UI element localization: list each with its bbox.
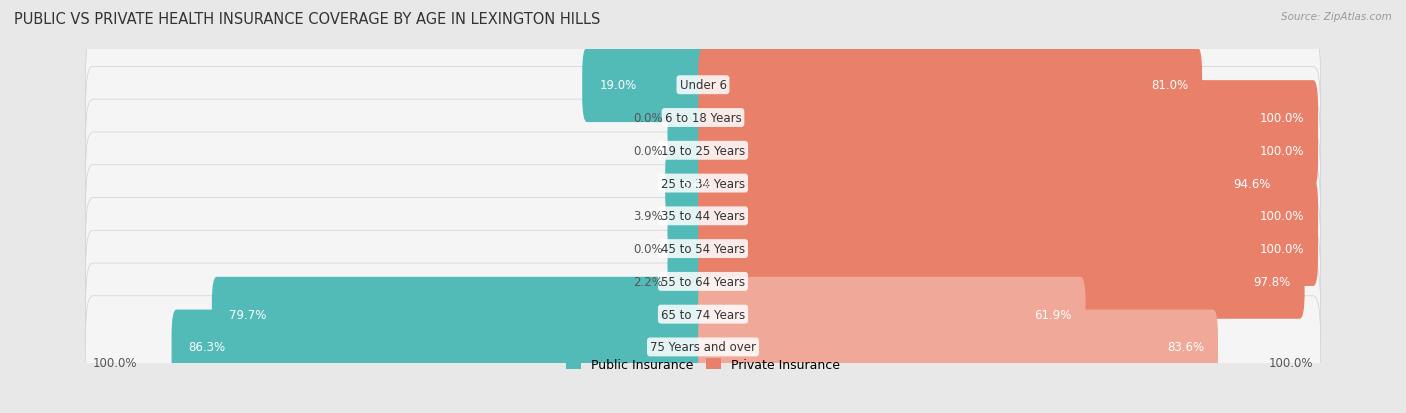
Legend: Public Insurance, Private Insurance: Public Insurance, Private Insurance [561, 353, 845, 376]
FancyBboxPatch shape [699, 114, 1317, 188]
Text: 6 to 18 Years: 6 to 18 Years [665, 112, 741, 125]
Text: 0.0%: 0.0% [634, 145, 664, 157]
Text: 25 to 34 Years: 25 to 34 Years [661, 177, 745, 190]
Text: 19.0%: 19.0% [599, 79, 637, 92]
FancyBboxPatch shape [668, 114, 707, 188]
Text: 35 to 44 Years: 35 to 44 Years [661, 210, 745, 223]
Text: 19 to 25 Years: 19 to 25 Years [661, 145, 745, 157]
FancyBboxPatch shape [582, 48, 707, 123]
FancyBboxPatch shape [699, 212, 1317, 286]
FancyBboxPatch shape [668, 179, 707, 254]
Text: 55 to 64 Years: 55 to 64 Years [661, 275, 745, 288]
FancyBboxPatch shape [699, 146, 1285, 221]
Text: 100.0%: 100.0% [1260, 242, 1303, 256]
Text: 5.4%: 5.4% [682, 177, 711, 190]
FancyBboxPatch shape [699, 179, 1317, 254]
FancyBboxPatch shape [668, 212, 707, 286]
Text: 100.0%: 100.0% [1260, 210, 1303, 223]
FancyBboxPatch shape [172, 310, 707, 385]
FancyBboxPatch shape [86, 133, 1320, 235]
Text: 100.0%: 100.0% [93, 356, 138, 369]
Text: PUBLIC VS PRIVATE HEALTH INSURANCE COVERAGE BY AGE IN LEXINGTON HILLS: PUBLIC VS PRIVATE HEALTH INSURANCE COVER… [14, 12, 600, 27]
Text: 100.0%: 100.0% [1260, 112, 1303, 125]
Text: Under 6: Under 6 [679, 79, 727, 92]
Text: 79.7%: 79.7% [229, 308, 266, 321]
FancyBboxPatch shape [668, 81, 707, 156]
FancyBboxPatch shape [86, 231, 1320, 333]
Text: 94.6%: 94.6% [1233, 177, 1271, 190]
FancyBboxPatch shape [86, 263, 1320, 366]
FancyBboxPatch shape [86, 35, 1320, 137]
FancyBboxPatch shape [668, 244, 707, 319]
Text: 81.0%: 81.0% [1152, 79, 1188, 92]
Text: 100.0%: 100.0% [1260, 145, 1303, 157]
FancyBboxPatch shape [86, 198, 1320, 300]
FancyBboxPatch shape [86, 165, 1320, 267]
Text: 86.3%: 86.3% [188, 341, 226, 354]
Text: 0.0%: 0.0% [634, 242, 664, 256]
FancyBboxPatch shape [699, 310, 1218, 385]
FancyBboxPatch shape [86, 100, 1320, 202]
FancyBboxPatch shape [212, 277, 707, 351]
FancyBboxPatch shape [699, 244, 1305, 319]
Text: 0.0%: 0.0% [634, 112, 664, 125]
FancyBboxPatch shape [665, 146, 707, 221]
Text: 65 to 74 Years: 65 to 74 Years [661, 308, 745, 321]
Text: 75 Years and over: 75 Years and over [650, 341, 756, 354]
Text: 83.6%: 83.6% [1167, 341, 1204, 354]
Text: 100.0%: 100.0% [1268, 356, 1313, 369]
Text: Source: ZipAtlas.com: Source: ZipAtlas.com [1281, 12, 1392, 22]
FancyBboxPatch shape [86, 67, 1320, 169]
FancyBboxPatch shape [699, 81, 1317, 156]
Text: 97.8%: 97.8% [1253, 275, 1291, 288]
Text: 45 to 54 Years: 45 to 54 Years [661, 242, 745, 256]
Text: 2.2%: 2.2% [634, 275, 664, 288]
Text: 61.9%: 61.9% [1035, 308, 1071, 321]
FancyBboxPatch shape [699, 277, 1085, 351]
Text: 3.9%: 3.9% [634, 210, 664, 223]
FancyBboxPatch shape [86, 296, 1320, 398]
FancyBboxPatch shape [699, 48, 1202, 123]
